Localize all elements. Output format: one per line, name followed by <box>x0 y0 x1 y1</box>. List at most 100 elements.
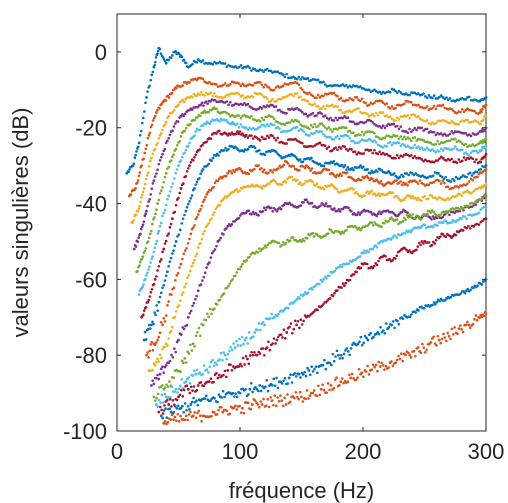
series-dot <box>293 319 297 323</box>
series-dot <box>480 110 483 114</box>
series-dot <box>252 335 255 339</box>
series-dot <box>155 396 159 400</box>
series-dot <box>143 214 147 218</box>
series-dot <box>258 352 262 355</box>
series-dot <box>295 92 299 95</box>
series-dot <box>427 94 431 97</box>
plot-area <box>116 13 488 432</box>
series-dot <box>402 135 406 139</box>
series-dot <box>412 349 416 353</box>
series-dot <box>178 191 182 195</box>
series-dot <box>442 177 446 181</box>
data-point <box>441 156 445 160</box>
series-dot <box>143 151 147 155</box>
series-dot <box>395 124 399 128</box>
series-dot <box>193 411 196 414</box>
series-dot <box>262 397 265 401</box>
series-dot <box>260 167 263 170</box>
series-dot <box>332 386 336 390</box>
series-dot <box>334 355 337 358</box>
series-dot <box>465 217 468 221</box>
series-dot <box>198 334 202 338</box>
series-dot <box>365 336 368 340</box>
series-dot <box>346 98 350 102</box>
series-dot <box>438 142 441 146</box>
series-dot <box>464 142 468 146</box>
series-dot <box>404 218 407 222</box>
series-dot <box>289 373 292 377</box>
series-dot <box>480 148 483 152</box>
series-dot <box>193 345 196 348</box>
data-point <box>356 342 360 346</box>
series-dot <box>407 351 410 355</box>
series-dot <box>295 395 299 399</box>
data-point <box>145 353 148 357</box>
series-dot <box>320 107 324 110</box>
series-dot <box>397 141 401 145</box>
data-point <box>367 103 371 107</box>
series-dot <box>387 169 390 173</box>
series-dot <box>196 246 200 249</box>
data-point <box>263 323 266 327</box>
series-dot <box>443 132 447 136</box>
series-dot <box>180 378 183 381</box>
series-dot <box>406 114 410 117</box>
series-dot <box>282 328 286 331</box>
series-dot <box>147 356 150 359</box>
series-dot <box>443 181 446 185</box>
series-dot <box>148 265 151 269</box>
series-dot <box>444 339 448 343</box>
series-dot <box>175 340 179 344</box>
series-dot <box>178 384 182 388</box>
series-dot <box>432 180 436 184</box>
series-dot <box>439 94 443 97</box>
series-dot <box>174 279 177 282</box>
series-dot <box>381 146 385 149</box>
series-dot <box>452 186 455 190</box>
series-dot <box>159 189 163 192</box>
series-dot <box>230 223 234 226</box>
series-dot <box>163 386 167 390</box>
series-dot <box>168 397 172 401</box>
series-dot <box>326 382 330 385</box>
series-dot <box>380 225 383 229</box>
data-point <box>226 133 230 137</box>
series-dot <box>415 139 418 142</box>
data-point <box>281 84 285 88</box>
series-dot <box>277 167 280 170</box>
series-dot <box>372 335 375 339</box>
series-dot <box>171 355 175 359</box>
series-dot <box>410 139 413 143</box>
series-dot <box>310 365 313 369</box>
series-dot <box>179 414 182 418</box>
data-point <box>380 99 383 103</box>
series-dot <box>474 314 478 317</box>
series-dot <box>248 126 251 129</box>
series-dot <box>434 121 438 125</box>
data-point <box>146 300 150 304</box>
series-dot <box>180 55 184 59</box>
series-dot <box>248 66 251 70</box>
series-dot <box>172 125 176 128</box>
series-dot <box>302 201 305 204</box>
data-point <box>392 122 396 126</box>
series-dot <box>315 394 319 398</box>
series-dot <box>184 148 188 152</box>
series-dot <box>322 187 326 191</box>
series-dot <box>355 270 358 274</box>
series-dot <box>186 242 190 245</box>
series-dot <box>142 313 145 316</box>
series-dot <box>136 240 140 244</box>
series-dot <box>271 342 274 345</box>
series-dot <box>462 156 466 159</box>
data-point <box>330 149 334 152</box>
series-dot <box>184 361 188 364</box>
series-dot <box>453 208 456 211</box>
series-dot <box>289 322 293 325</box>
series-dot <box>357 107 360 110</box>
series-dot <box>168 407 172 411</box>
series-dot <box>432 301 436 304</box>
series-dot <box>148 349 151 353</box>
series-dot <box>156 338 159 342</box>
series-dot <box>211 358 214 362</box>
